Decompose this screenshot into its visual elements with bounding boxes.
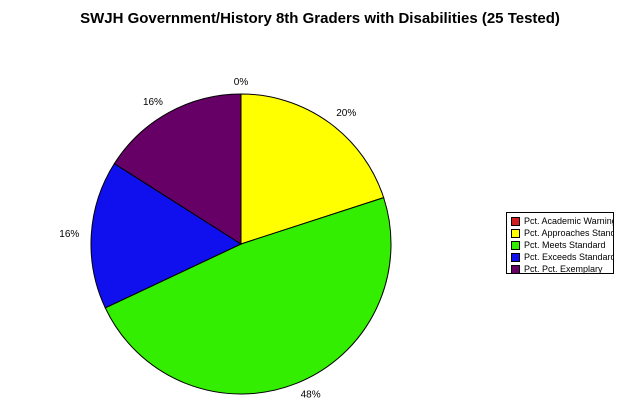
pie-slice-pct-approaches-standard <box>240 93 385 245</box>
chart-title: SWJH Government/History 8th Graders with… <box>80 10 560 27</box>
legend-item-pct-pct-exemplary: Pct. Pct. Exemplary <box>507 263 613 274</box>
pie-slice-pct-pct-exemplary <box>113 93 242 245</box>
slice-label-pct-meets-standard: 48% <box>301 390 321 401</box>
pie-slice-pct-meets-standard <box>104 197 392 395</box>
legend-swatch <box>511 264 520 273</box>
legend-label: Pct. Meets Standard <box>524 240 606 250</box>
legend-label: Pct. Exceeds Standard <box>524 252 614 262</box>
legend-item-pct-academic-warning: Pct. Academic Warning <box>507 215 613 227</box>
legend-swatch <box>511 228 520 238</box>
slice-label-pct-approaches-standard: 20% <box>336 108 356 119</box>
legend-label: Pct. Pct. Exemplary <box>524 264 603 274</box>
legend-item-pct-exceeds-standard: Pct. Exceeds Standard <box>507 251 613 263</box>
slice-label-pct-pct-exemplary: 16% <box>143 97 163 108</box>
legend-label: Pct. Academic Warning <box>524 216 614 226</box>
legend-swatch <box>511 240 520 250</box>
slice-label-pct-exceeds-standard: 16% <box>59 229 79 240</box>
legend-item-pct-meets-standard: Pct. Meets Standard <box>507 239 613 251</box>
legend-label: Pct. Approaches Standard <box>524 228 613 238</box>
slice-label-pct-academic-warning: 0% <box>234 77 249 88</box>
pie-slice-pct-exceeds-standard <box>90 162 243 309</box>
legend-swatch <box>511 252 520 262</box>
legend: Pct. Academic Warning Pct. Approaches Sta… <box>506 212 614 274</box>
legend-swatch <box>511 216 520 226</box>
legend-item-pct-approaches-standard: Pct. Approaches Standard <box>507 227 613 239</box>
